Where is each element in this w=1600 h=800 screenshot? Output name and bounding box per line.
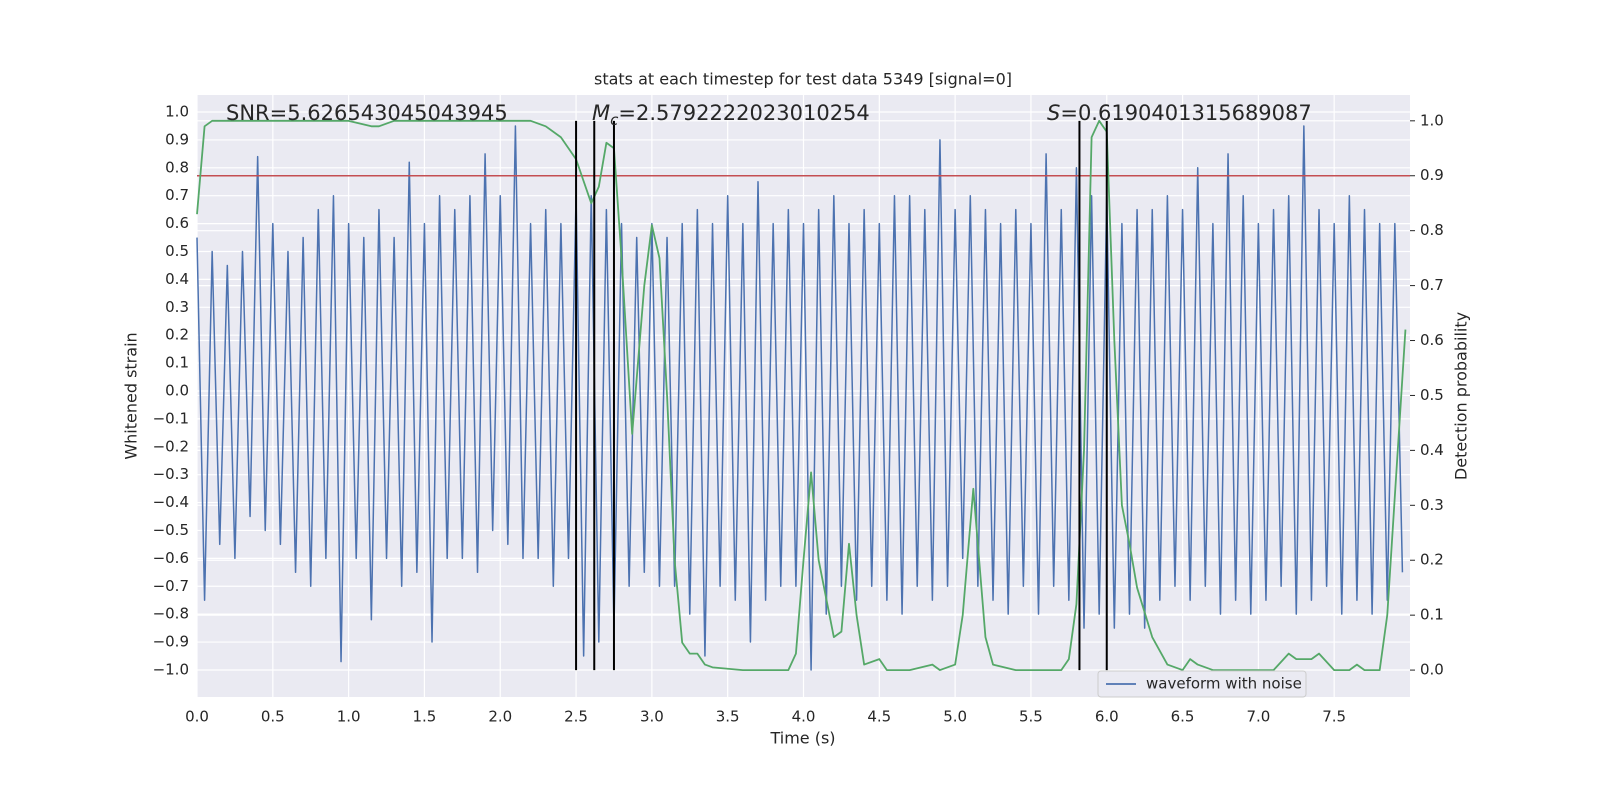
annotation: S=0.6190401315689087 xyxy=(1047,101,1312,125)
y-tick-label: 0.2 xyxy=(165,326,189,344)
x-tick-label: 1.5 xyxy=(413,708,437,726)
chart-title: stats at each timestep for test data 534… xyxy=(594,70,1012,89)
x-tick-label: 2.5 xyxy=(564,708,588,726)
y-tick-label: −0.1 xyxy=(153,409,189,427)
probability-line xyxy=(196,119,1407,671)
x-tick-label: 6.0 xyxy=(1095,708,1119,726)
y2-tick-label: 0.1 xyxy=(1420,606,1444,624)
x-tick-label: 0.0 xyxy=(185,708,209,726)
x-tick-label: 4.5 xyxy=(867,708,891,726)
y-tick-label: 1.0 xyxy=(165,103,189,121)
y2-tick-label: 0.6 xyxy=(1420,331,1444,349)
x-axis-label: Time (s) xyxy=(769,729,835,748)
y-tick-label: 0.5 xyxy=(165,242,189,260)
y2-tick-label: 0.3 xyxy=(1420,496,1444,514)
annotation: Mc=2.5792222023010254 xyxy=(592,101,870,129)
legend: waveform with noise xyxy=(1097,670,1307,698)
y-tick-label: −0.4 xyxy=(153,493,189,511)
x-tick-label: 2.0 xyxy=(488,708,512,726)
annotation: SNR=5.626543045043945 xyxy=(226,101,508,125)
annotation-subscript: c xyxy=(610,111,619,129)
y-tick-label: 0.7 xyxy=(165,186,189,204)
y2-axis-label: Detection probability xyxy=(1452,312,1471,480)
y-tick-label: 0.0 xyxy=(165,381,189,399)
x-tick-label: 5.0 xyxy=(943,708,967,726)
x-tick-label: 4.0 xyxy=(792,708,816,726)
y-tick-label: 0.3 xyxy=(165,298,189,316)
y-tick-label: 0.1 xyxy=(165,354,189,372)
y2-tick-label: 0.9 xyxy=(1420,166,1444,184)
annotation-text: =2.5792222023010254 xyxy=(618,101,869,125)
y-tick-label: −0.7 xyxy=(153,577,189,595)
annotation-text: =0.6190401315689087 xyxy=(1060,101,1311,125)
y2-tick-label: 0.2 xyxy=(1420,551,1444,569)
y-tick-label: −0.9 xyxy=(153,633,189,651)
x-tick-label: 0.5 xyxy=(261,708,285,726)
x-tick-label: 7.0 xyxy=(1246,708,1270,726)
y-tick-label: −0.3 xyxy=(153,465,189,483)
y-tick-label: 0.4 xyxy=(165,270,189,288)
y-tick-label: −0.6 xyxy=(153,549,189,567)
y-tick-label: −0.8 xyxy=(153,605,189,623)
annotation-symbol: S xyxy=(1047,101,1060,125)
y2-tick-label: 0.5 xyxy=(1420,386,1444,404)
annotation-symbol: M xyxy=(592,101,610,125)
x-tick-label: 7.5 xyxy=(1322,708,1346,726)
x-tick-label: 3.5 xyxy=(716,708,740,726)
y-tick-label: −0.5 xyxy=(153,521,189,539)
y2-tick-label: 0.4 xyxy=(1420,441,1444,459)
waveform-line xyxy=(196,125,1404,671)
legend-label: waveform with noise xyxy=(1146,675,1302,693)
y2-tick-label: 1.0 xyxy=(1420,111,1444,129)
x-tick-label: 1.0 xyxy=(337,708,361,726)
y-axis-label: Whitened strain xyxy=(122,332,141,459)
y-tick-label: −1.0 xyxy=(153,660,189,678)
y-tick-label: 0.6 xyxy=(165,214,189,232)
legend-box xyxy=(1097,670,1307,698)
y2-tick-label: 0.0 xyxy=(1420,661,1444,679)
x-tick-label: 3.0 xyxy=(640,708,664,726)
y2-tick-label: 0.8 xyxy=(1420,221,1444,239)
y2-tick-label: 0.7 xyxy=(1420,276,1444,294)
annotation-text: SNR=5.626543045043945 xyxy=(226,101,508,125)
y-tick-label: 0.9 xyxy=(165,130,189,148)
x-tick-label: 5.5 xyxy=(1019,708,1043,726)
y-tick-label: −0.2 xyxy=(153,437,189,455)
x-tick-label: 6.5 xyxy=(1171,708,1195,726)
y-tick-label: 0.8 xyxy=(165,158,189,176)
